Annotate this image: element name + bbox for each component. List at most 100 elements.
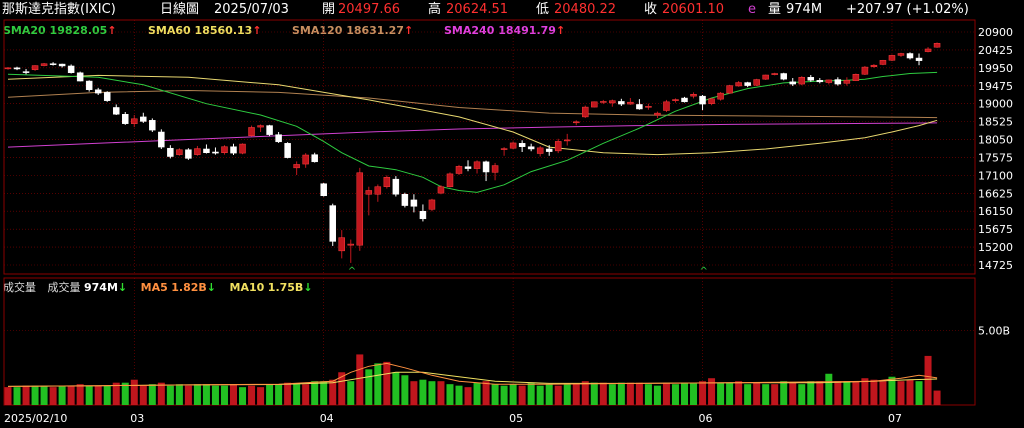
volume-bar	[40, 385, 48, 405]
volume-bar	[671, 384, 679, 405]
high-value: 20624.51	[446, 2, 509, 17]
volume-bar	[897, 381, 905, 405]
volume-bar	[365, 369, 373, 405]
volume-bar	[446, 384, 454, 405]
candle-body	[554, 141, 562, 152]
candle-body	[428, 199, 436, 210]
candle-body	[103, 92, 111, 101]
candle-body	[744, 82, 751, 86]
candle-body	[618, 101, 625, 105]
candle-body	[636, 104, 643, 110]
volume-bar	[879, 381, 887, 405]
candle-body	[627, 101, 634, 105]
sma60-legend: SMA60 18560.13↑	[148, 24, 262, 38]
ma10-value: 1.75B	[267, 281, 304, 294]
candle-body	[140, 116, 147, 122]
volume-bar	[311, 381, 319, 405]
candle-body	[816, 80, 824, 83]
volume-bar	[121, 382, 129, 405]
price-tick-label: 15200	[978, 241, 1013, 254]
volume-bar	[239, 387, 247, 405]
price-pane-frame	[3, 19, 976, 275]
close-value: 20601.10	[662, 2, 725, 17]
candle-body	[419, 210, 427, 220]
volume-bar	[780, 381, 788, 405]
candle-body	[861, 66, 869, 75]
candle-body	[13, 67, 21, 70]
volume-bar	[473, 382, 481, 405]
volume-label: 量	[768, 2, 782, 17]
volume-bar	[888, 376, 896, 405]
volume-bar	[518, 385, 526, 405]
date-tick-label: 04	[320, 412, 334, 425]
volume-bar	[202, 384, 210, 405]
candle-body	[401, 194, 409, 206]
candle-body	[915, 57, 923, 61]
candle-body	[455, 166, 463, 174]
candle-body	[329, 205, 336, 242]
candle-body	[266, 125, 273, 135]
volume-bar	[717, 382, 725, 405]
candle-body	[573, 121, 580, 124]
ma5-value: 1.82B	[171, 281, 207, 294]
candle-body	[591, 101, 598, 108]
volume-bar	[392, 372, 400, 405]
candle-body	[437, 186, 445, 194]
volume-bar	[112, 382, 120, 405]
sma120-line	[7, 89, 938, 119]
candle-body	[203, 148, 210, 153]
period-label[interactable]: 日線圖	[160, 2, 200, 17]
candle-body	[879, 60, 887, 65]
candle-body	[834, 79, 842, 85]
volume-bar	[563, 384, 571, 405]
price-tick-label: 19950	[978, 62, 1013, 75]
volume-bar	[166, 385, 174, 405]
volume-bar	[157, 382, 165, 405]
date-tick-label: 07	[888, 412, 902, 425]
volume-bar	[13, 387, 21, 405]
candle-body	[185, 149, 192, 159]
candle-body	[176, 149, 183, 155]
candle-body	[726, 85, 733, 94]
close-label: 收	[644, 2, 658, 17]
volume-bar	[509, 384, 517, 405]
candle-body	[464, 166, 472, 169]
sma20-line	[7, 71, 938, 193]
price-tick-label: 20900	[978, 26, 1013, 39]
volume-bar	[482, 381, 490, 405]
price-tick-label: 17575	[978, 151, 1013, 164]
volume-bar	[455, 385, 463, 405]
volume-bar	[275, 384, 283, 405]
date-tick-label: 05	[509, 412, 523, 425]
volume-bar	[419, 379, 427, 405]
candle-body	[509, 142, 517, 149]
candle-body	[221, 146, 228, 153]
candle-body	[708, 98, 715, 104]
candle-body	[58, 63, 66, 67]
volume-bar	[699, 381, 707, 405]
candle-body	[699, 95, 706, 105]
candle-body	[482, 161, 490, 173]
candle-body	[302, 154, 309, 165]
candle-body	[600, 101, 607, 103]
volume-bar	[302, 384, 310, 405]
sma20-arrow-icon: ↑	[107, 24, 117, 37]
volume-bar	[617, 382, 625, 405]
volume-bar	[175, 384, 183, 405]
volume-bar	[789, 382, 797, 405]
volume-bar	[31, 385, 39, 405]
candle-body	[609, 100, 616, 104]
candle-body	[582, 106, 589, 118]
candle-body	[645, 106, 652, 108]
candle-body	[365, 190, 373, 195]
volume-legend: 成交量 成交量 974M↓ MA5 1.82B↓ MA10 1.75B↓	[3, 281, 313, 295]
candle-body	[239, 143, 246, 154]
volume-bar	[374, 363, 382, 405]
candle-body	[518, 143, 526, 147]
chart-marker: ^	[348, 266, 356, 277]
candle-body	[545, 148, 553, 152]
candle-body	[392, 178, 400, 195]
volume-bar	[410, 381, 418, 405]
sma240-line	[7, 122, 938, 148]
